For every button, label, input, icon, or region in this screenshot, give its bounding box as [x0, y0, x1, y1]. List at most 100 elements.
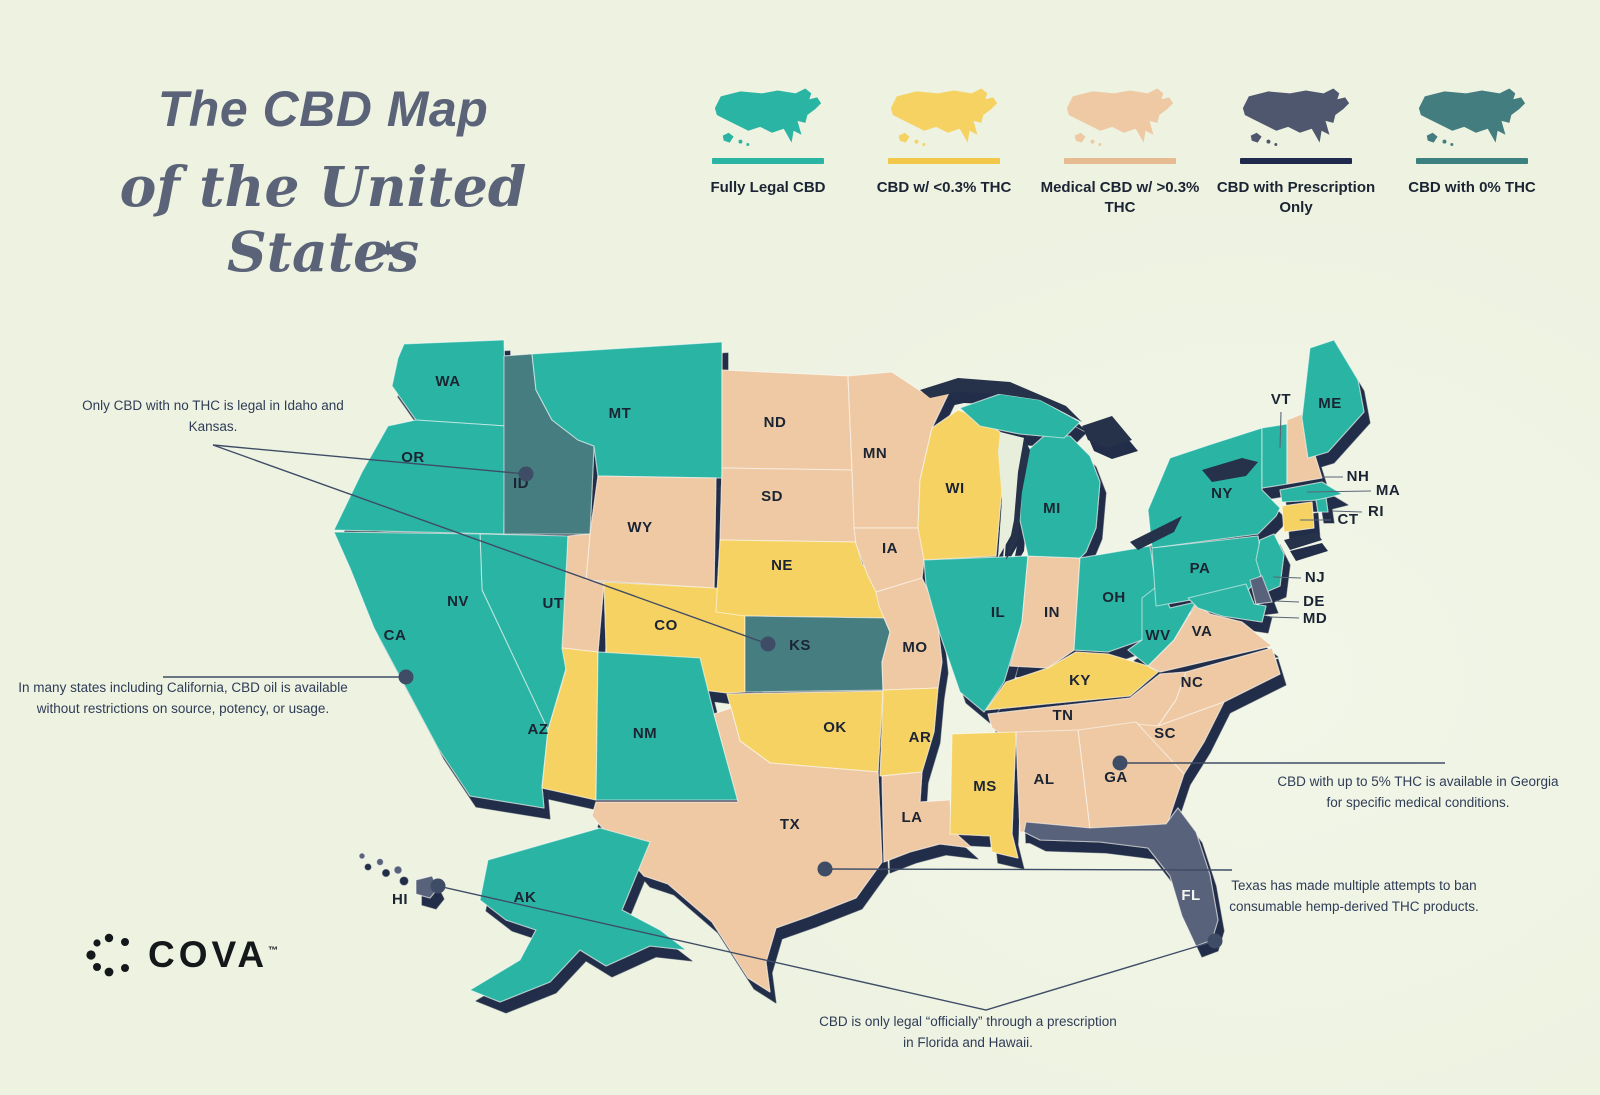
annotation-idaho-kansas: Only CBD with no THC is legal in Idaho a… — [82, 398, 344, 434]
state-label-pa: PA — [1190, 560, 1211, 577]
state-label-tx: TX — [780, 816, 800, 833]
state-ri — [1315, 497, 1329, 513]
leader-labels: VT NH MA RI CT NJ DE MD — [1269, 391, 1400, 627]
legend-item-zero-thc: CBD with 0% THC — [1384, 84, 1560, 219]
state-label-in: IN — [1044, 604, 1060, 621]
annotation-dot-georgia — [1112, 755, 1128, 771]
legend-label: CBD w/ <0.3% THC — [876, 179, 1012, 196]
legend-bar — [1064, 158, 1176, 164]
state-label-va: VA — [1192, 623, 1213, 640]
state-label-md: MD — [1303, 610, 1327, 627]
legend-item-fully-legal: Fully Legal CBD — [680, 84, 856, 219]
lake-michigan-shadow — [1006, 438, 1030, 560]
state-label-hi: HI — [392, 891, 408, 908]
state-nd — [721, 369, 853, 471]
lake-ontario — [1202, 458, 1258, 482]
cannabis-leaf-icon — [381, 240, 395, 256]
state-label-la: LA — [902, 809, 923, 826]
state-label-ca: CA — [384, 627, 407, 644]
state-label-sd: SD — [761, 488, 783, 505]
lake-michigan — [998, 432, 1024, 558]
legend-label: Medical CBD w/ >0.3% THC — [1040, 179, 1200, 217]
state-label-ri: RI — [1368, 503, 1384, 520]
annotation-line-texas — [824, 868, 1233, 871]
state-label-ut: UT — [543, 595, 564, 612]
legend-item-low-thc: CBD w/ <0.3% THC — [856, 84, 1032, 219]
state-tx — [591, 707, 883, 993]
state-label-ar: AR — [909, 729, 932, 746]
state-label-nj: NJ — [1305, 569, 1325, 586]
state-label-wy: WY — [627, 519, 652, 536]
annotation-georgia: CBD with up to 5% THC is available in Ge… — [1277, 774, 1559, 810]
annotation-line-idaho — [212, 444, 527, 475]
state-label-mo: MO — [902, 639, 927, 656]
state-label-fl: FL — [1181, 887, 1200, 904]
state-ct — [1281, 501, 1315, 533]
legend-item-medical: Medical CBD w/ >0.3% THC — [1032, 84, 1208, 219]
annotation-dot-texas — [817, 861, 833, 877]
state-label-ms: MS — [973, 778, 997, 795]
state-label-wv: WV — [1145, 627, 1170, 644]
cova-logo: COVA™ — [84, 928, 278, 982]
state-sd — [719, 467, 857, 543]
state-label-or: OR — [401, 449, 425, 466]
annotation-dot-hawaii — [430, 878, 446, 894]
annotation-dot-california — [398, 669, 414, 685]
state-fl — [1023, 807, 1219, 947]
state-label-ne: NE — [771, 557, 793, 574]
state-ca — [333, 531, 549, 809]
state-label-wi: WI — [945, 480, 964, 497]
annotation-california: In many states including California, CBD… — [18, 680, 348, 716]
state-label-me: ME — [1318, 395, 1342, 412]
state-me — [1301, 339, 1365, 459]
annotation-florida-hawaii: CBD is only legal “officially” through a… — [819, 1014, 1117, 1050]
state-mi — [1019, 435, 1101, 559]
state-label-ia: IA — [882, 540, 898, 557]
annotation-texas: Texas has made multiple attempts to ban … — [1229, 878, 1479, 914]
state-labels: WA OR CA NV ID MT WY UT CO AZ NM ND SD N… — [384, 373, 1342, 908]
title-block: The CBD Map of the United States — [58, 80, 588, 284]
state-label-ct: CT — [1338, 511, 1359, 528]
state-ks — [744, 615, 891, 693]
state-label-vt: VT — [1271, 391, 1291, 408]
lake-huron — [1082, 416, 1132, 448]
state-label-ok: OK — [823, 719, 847, 736]
annotation-dot-kansas — [760, 636, 776, 652]
state-label-ma: MA — [1376, 482, 1400, 499]
state-label-de: DE — [1303, 593, 1325, 610]
state-label-nc: NC — [1181, 674, 1204, 691]
annotation-dot-idaho — [518, 466, 534, 482]
legend: Fully Legal CBD CBD w/ <0.3% THC Medical… — [680, 84, 1560, 219]
state-label-mi: MI — [1043, 500, 1061, 517]
map-landmass — [333, 339, 1365, 1003]
state-label-wa: WA — [435, 373, 460, 390]
state-label-il: IL — [991, 604, 1005, 621]
state-label-ak: AK — [514, 889, 537, 906]
state-md — [1187, 583, 1267, 623]
annotation-dot-florida — [1207, 933, 1223, 949]
state-label-oh: OH — [1102, 589, 1126, 606]
state-label-ny: NY — [1211, 485, 1233, 502]
legend-bar — [1416, 158, 1528, 164]
long-island — [1284, 532, 1322, 550]
legend-item-prescription: CBD with Prescription Only — [1208, 84, 1384, 219]
legend-bar — [1240, 158, 1352, 164]
state-label-al: AL — [1034, 771, 1055, 788]
state-vt — [1261, 423, 1288, 489]
state-de — [1249, 575, 1273, 605]
annotation-connectors — [163, 444, 1445, 1011]
lake-superior — [920, 378, 1082, 422]
legend-label: Fully Legal CBD — [710, 179, 826, 196]
state-nh — [1286, 413, 1323, 485]
state-label-sc: SC — [1154, 725, 1176, 742]
page-title-line1: The CBD Map — [157, 81, 489, 137]
state-label-mn: MN — [863, 445, 887, 462]
state-label-ks: KS — [789, 637, 811, 654]
cova-logo-text: COVA™ — [148, 934, 279, 975]
state-label-nh: NH — [1347, 468, 1370, 485]
state-label-az: AZ — [528, 721, 549, 738]
state-label-ga: GA — [1104, 769, 1128, 786]
state-la — [881, 771, 973, 863]
lake-erie — [1130, 516, 1182, 550]
